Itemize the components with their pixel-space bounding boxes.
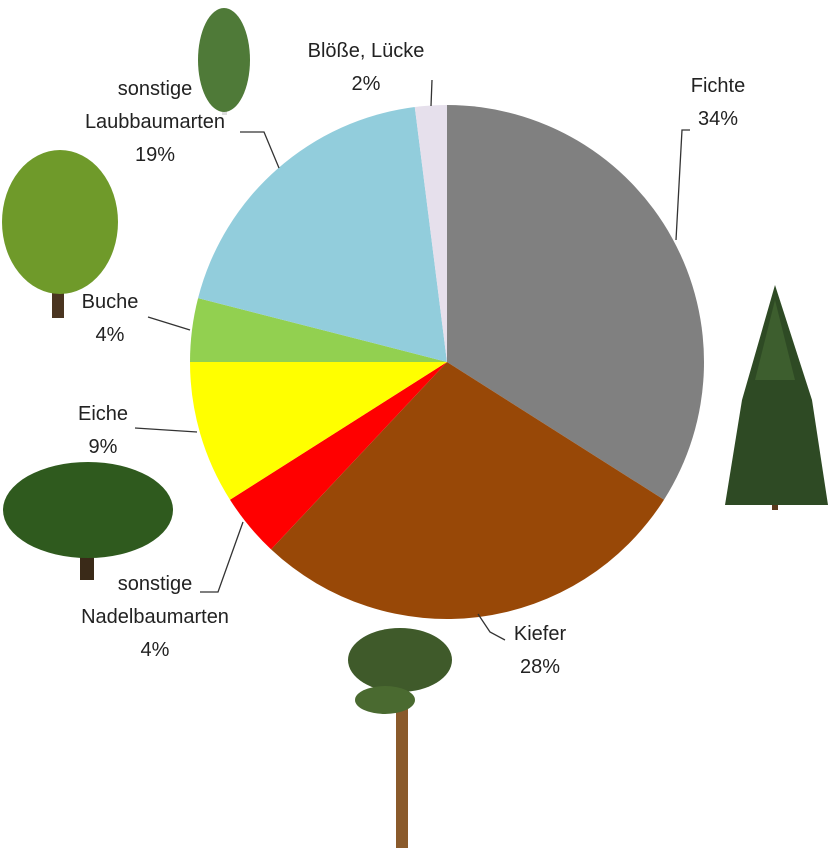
leader-line <box>147 316 191 331</box>
pie-slice <box>190 298 447 362</box>
value-label: 2% <box>352 73 381 95</box>
category-label: Fichte <box>691 75 745 97</box>
leader-line <box>675 129 690 241</box>
value-label: 19% <box>135 144 175 166</box>
leader-line <box>430 79 433 107</box>
leader-line <box>134 427 198 433</box>
pie-slice <box>190 362 447 500</box>
value-label: 34% <box>698 108 738 130</box>
tree-illustrations <box>2 8 828 848</box>
pie-slice <box>414 105 447 362</box>
value-label: 4% <box>96 324 125 346</box>
value-label: 9% <box>89 436 118 458</box>
leader-line <box>240 131 280 169</box>
category-label: Blöße, Lücke <box>308 40 425 62</box>
category-label: Kiefer <box>514 623 567 645</box>
pie-slice <box>198 107 447 362</box>
leader-line <box>477 613 506 641</box>
value-label: 28% <box>520 656 560 678</box>
value-label: 4% <box>141 639 170 661</box>
pie-slice <box>447 105 704 500</box>
pie-slice <box>230 362 447 550</box>
category-label: Eiche <box>78 403 128 425</box>
category-label: sonstige Nadelbaumarten <box>81 573 229 628</box>
leader-line <box>200 521 244 593</box>
pie-slice <box>271 362 664 619</box>
category-label: sonstige Laubbaumarten <box>85 78 225 133</box>
category-label: Buche <box>82 291 139 313</box>
